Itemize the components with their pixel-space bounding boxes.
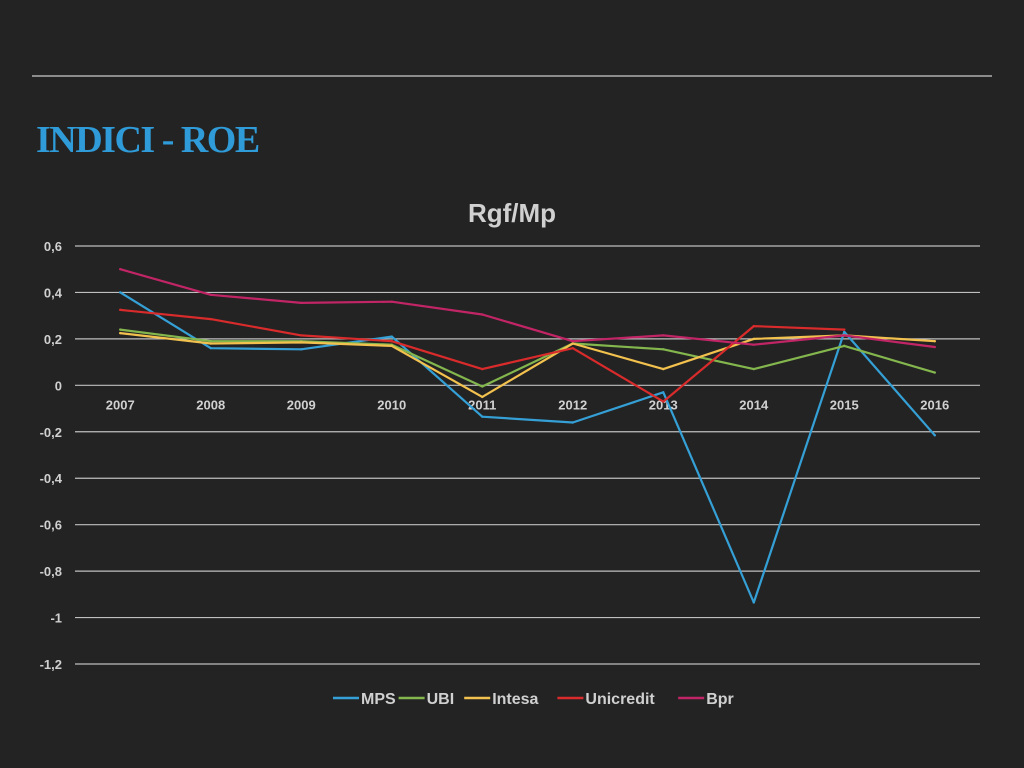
y-tick-label: -1,2 [40,657,62,672]
data-point [209,340,212,343]
x-tick-label: 2015 [830,397,859,412]
gridlines [75,245,980,665]
data-point [843,330,846,334]
data-point [662,400,665,403]
legend-label: Unicredit [585,691,655,708]
data-point [209,342,212,345]
data-point [662,391,665,394]
data-point [752,337,755,341]
legend-item-unicredit: Unicredit [557,691,655,708]
data-point [481,385,484,388]
x-tick-label: 2008 [196,397,225,412]
y-tick-label: 0 [55,378,62,393]
x-tick-label: 2011 [468,397,496,412]
header-divider [32,75,992,77]
chart-title: Rgf/Mp [468,198,556,228]
data-point [481,415,484,418]
x-tick-label: 2010 [377,397,406,412]
data-point [571,340,574,343]
x-tick-label: 2012 [558,397,587,412]
x-tick-label: 2016 [920,397,949,412]
series-mps [119,291,936,604]
data-point [119,331,122,335]
legend-label: Intesa [492,691,538,708]
slide-title: INDICI - ROE [36,119,260,161]
data-point [300,301,303,305]
data-point [119,328,122,331]
data-point [933,434,936,437]
data-point [481,313,484,316]
series-line-mps [119,291,936,604]
data-point [481,367,484,371]
y-tick-label: 0,4 [44,285,63,300]
data-point [390,344,393,348]
data-point [933,340,936,343]
data-point [300,341,303,344]
data-point [571,421,574,424]
x-axis-tick-labels: 2007 2008 2009 2010 2011 2012 2013 2014 2015 2016 [106,397,949,412]
data-point [119,268,122,271]
x-tick-label: 2014 [739,397,769,412]
x-tick-label: 2007 [106,397,135,412]
y-tick-label: 0,6 [44,239,62,254]
data-point [390,340,393,343]
data-point [571,346,574,350]
y-tick-label: -0,6 [40,518,62,533]
data-point [843,344,846,348]
legend-item-intesa: Intesa [464,691,539,708]
data-point [390,300,393,303]
data-point [119,291,122,294]
series-lines [119,268,936,604]
data-point [300,348,303,351]
data-point [481,395,484,399]
legend-item-bpr: Bpr [678,691,734,708]
data-point [390,335,393,338]
data-point [662,348,665,351]
series-bpr [119,268,936,349]
legend-item-ubi: UBI [398,691,455,708]
data-point [752,601,755,604]
data-point [209,293,212,296]
series-line-ubi [119,328,936,388]
legend-label: MPS [361,691,396,708]
series-line-intesa [119,332,936,398]
legend-label: Bpr [706,691,734,708]
data-point [662,334,665,337]
y-axis-tick-labels: 0,6 0,4 0,2 0 -0,2 -0,4 -0,6 -0,8 -1 -1,2 [40,239,63,672]
data-point [752,324,755,328]
y-tick-label: -1 [50,611,62,626]
legend-label: UBI [427,691,455,708]
series-unicredit [119,308,846,403]
series-line-unicredit [119,308,846,403]
x-tick-label: 2009 [287,397,316,412]
data-point [119,308,122,312]
x-tick-label: 2013 [649,397,678,412]
data-point [209,317,212,321]
y-tick-label: -0,2 [40,425,62,440]
data-point [752,367,755,371]
y-tick-label: -0,4 [40,471,63,486]
data-point [571,342,574,345]
legend-item-mps: MPS [333,691,396,708]
series-line-bpr [119,268,936,349]
data-point [843,334,846,337]
data-point [933,371,936,374]
data-point [662,367,665,371]
data-point [933,345,936,349]
legend: MPS UBI Intesa Unicredit Bpr [333,691,734,708]
data-point [843,328,846,331]
data-point [752,343,755,346]
y-tick-label: 0,2 [44,332,62,347]
y-tick-label: -0,8 [40,564,62,579]
data-point [300,334,303,337]
data-point [209,346,212,350]
